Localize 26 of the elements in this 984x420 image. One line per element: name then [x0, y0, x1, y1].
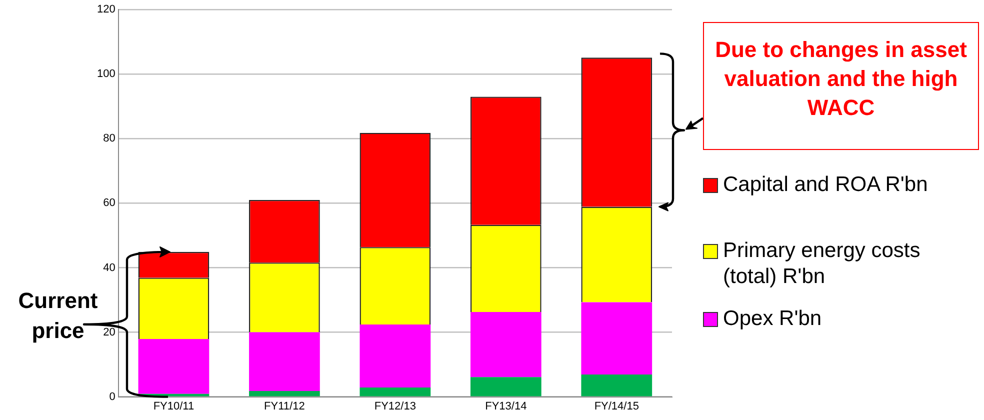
- x-tick-label: FY12/13: [374, 400, 416, 412]
- y-tick-label: 0: [109, 390, 116, 403]
- y-tick-label: 80: [103, 132, 116, 145]
- bar: [138, 339, 210, 394]
- x-tick-label: FY/14/15: [594, 400, 639, 412]
- bar: [360, 324, 431, 388]
- x-tick-label: FY10/11: [153, 400, 194, 412]
- bar: [360, 387, 431, 396]
- text: Due to changes in asset valuation and the high WACC: [703, 22, 979, 150]
- y-tick-label: 100: [96, 68, 116, 80]
- y-tick-label: 120: [96, 4, 116, 16]
- y-tick-label: 60: [103, 197, 116, 210]
- x-tick-label: FY13/14: [485, 400, 527, 412]
- y-tick-label: 20: [103, 326, 116, 338]
- bar: [581, 302, 652, 375]
- bar: [581, 374, 652, 396]
- legend-label: Capital and ROA R'bn: [723, 172, 928, 198]
- x-tick-label: FY11/12: [264, 400, 305, 412]
- text: Current price: [18, 288, 98, 343]
- bar: [249, 390, 320, 396]
- bar: [249, 332, 320, 391]
- legend-label: Primary energy costs (total) R'bn: [723, 238, 922, 290]
- legend-label: Opex R'bn: [723, 306, 822, 332]
- y-tick-label: 40: [103, 262, 116, 274]
- bar: [470, 377, 542, 396]
- bar: [470, 312, 542, 378]
